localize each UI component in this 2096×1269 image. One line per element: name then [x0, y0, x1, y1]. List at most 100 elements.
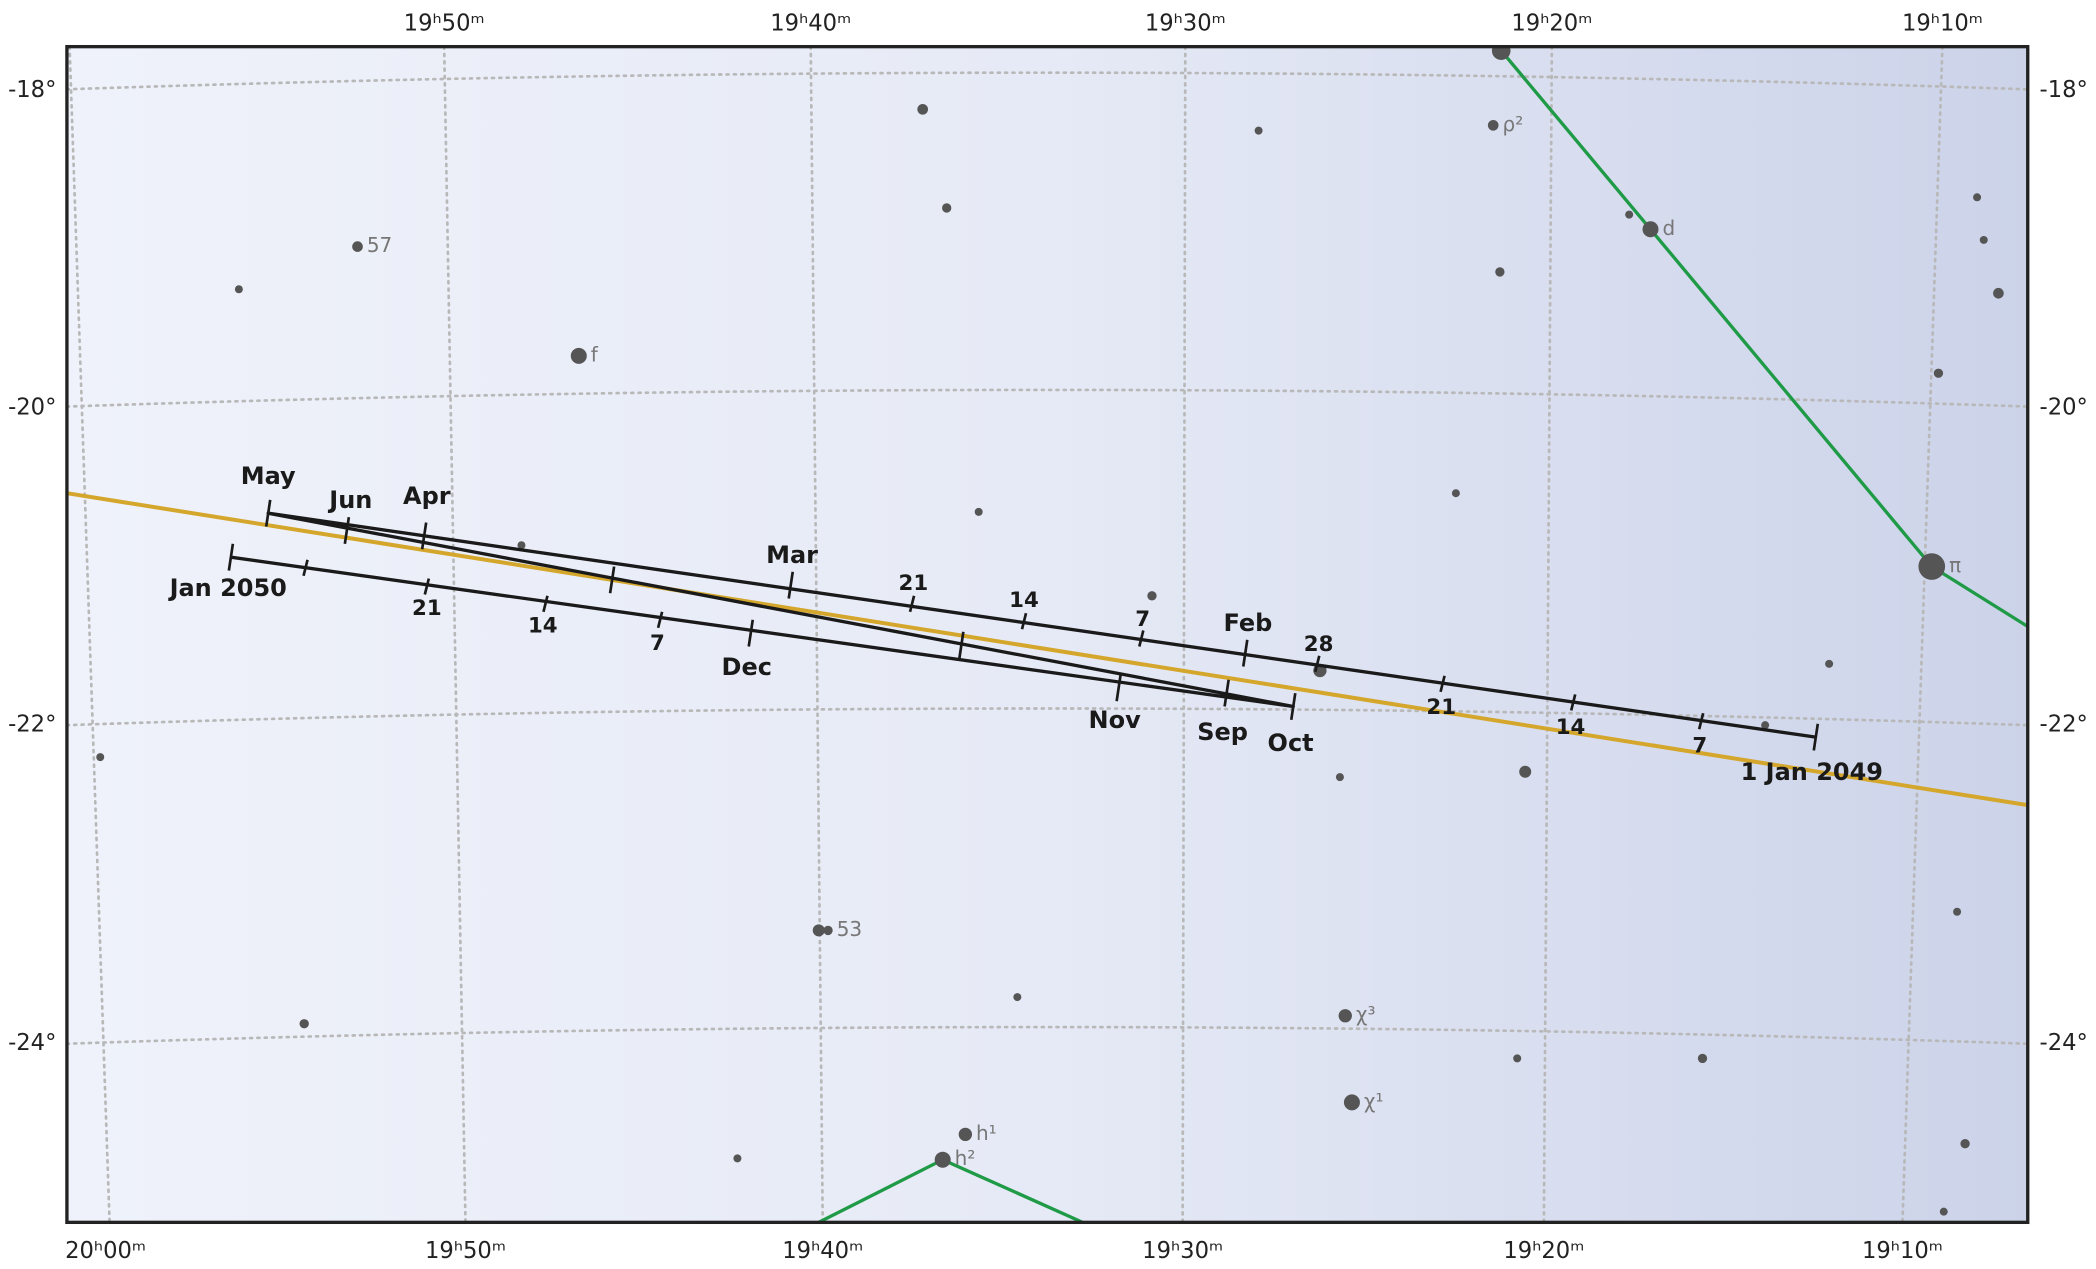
star-label: χ³ — [1356, 1002, 1376, 1026]
date-label: Feb — [1224, 609, 1273, 637]
date-label: Apr — [403, 482, 451, 510]
star — [234, 285, 243, 294]
date-label: Oct — [1268, 729, 1314, 757]
star — [1495, 267, 1505, 277]
dec-label: -18° — [8, 77, 56, 103]
star — [1973, 193, 1982, 202]
date-tick — [1439, 675, 1446, 693]
star-label: χ¹ — [1364, 1089, 1384, 1113]
date-tick — [656, 611, 664, 629]
star — [1953, 907, 1962, 916]
star-label: f — [591, 342, 599, 366]
star — [1979, 235, 1988, 244]
dec-label: -18° — [2040, 77, 2088, 103]
ra-label: 20ʰ00ᵐ — [65, 1238, 146, 1264]
date-tick — [1289, 692, 1297, 721]
date-tick — [1241, 639, 1249, 667]
date-tick — [787, 571, 795, 599]
date-tick — [423, 578, 431, 595]
star — [352, 241, 363, 252]
star — [958, 1127, 973, 1142]
star — [1491, 46, 1511, 60]
ra-label: 19ʰ20ᵐ — [1511, 10, 1592, 36]
star — [1825, 659, 1834, 668]
dec-label: -20° — [2040, 394, 2088, 420]
date-label: 21 — [899, 571, 929, 596]
dec-label: -24° — [2040, 1030, 2088, 1056]
ra-label: 19ʰ50ᵐ — [404, 10, 485, 36]
star — [1013, 993, 1022, 1002]
date-label: 14 — [1009, 588, 1039, 613]
star — [1960, 1139, 1970, 1149]
sky-background — [66, 46, 2028, 1223]
labels: 19ʰ50ᵐ 19ʰ40ᵐ 19ʰ30ᵐ 19ʰ20ᵐ 19ʰ10ᵐ 20ʰ00ᵐ 19ʰ5… — [8, 10, 2088, 1264]
path-ticks — [227, 499, 1820, 751]
ecliptic — [66, 491, 2028, 808]
dec-label: -20° — [8, 394, 56, 420]
dec-label: -22° — [2040, 712, 2088, 738]
date-tick — [542, 595, 549, 613]
date-label: Mar — [766, 541, 818, 569]
star — [917, 103, 929, 115]
star — [1254, 126, 1263, 135]
date-label: 7 — [1692, 733, 1707, 758]
star — [974, 507, 983, 516]
date-tick — [1697, 712, 1705, 730]
date-label: Dec — [722, 653, 772, 681]
star — [812, 924, 825, 937]
star-label: ρ² — [1503, 112, 1524, 136]
date-label: 21 — [412, 596, 442, 621]
star — [823, 925, 833, 936]
ra-label: 19ʰ30ᵐ — [1145, 10, 1226, 36]
star-label: π — [1949, 553, 1961, 577]
star-label: h² — [955, 1146, 976, 1170]
date-label: 1 Jan 2049 — [1741, 758, 1883, 786]
star — [1335, 773, 1344, 782]
planet-path — [230, 511, 1817, 739]
ra-label: 19ʰ30ᵐ — [1142, 1238, 1223, 1264]
star — [934, 1151, 951, 1168]
star — [1147, 591, 1157, 601]
date-tick — [1223, 679, 1230, 707]
ra-label: 19ʰ40ᵐ — [770, 10, 851, 36]
date-label: 14 — [528, 614, 558, 639]
date-label: May — [241, 462, 296, 490]
star-label: h¹ — [976, 1121, 997, 1145]
ra-label: 19ʰ10ᵐ — [1902, 10, 1983, 36]
star — [1642, 221, 1659, 238]
dec-label: -22° — [8, 712, 56, 738]
star — [1625, 210, 1634, 219]
star — [1918, 553, 1946, 580]
star — [942, 203, 952, 213]
star — [299, 1019, 309, 1029]
date-tick — [958, 631, 965, 659]
ra-label: 19ʰ40ᵐ — [782, 1238, 863, 1264]
star-label: 57 — [367, 233, 392, 257]
date-tick — [264, 499, 272, 527]
star-label: 53 — [837, 917, 862, 941]
star — [1451, 489, 1460, 498]
date-tick — [1569, 694, 1577, 711]
date-label: Jun — [327, 486, 372, 514]
date-label: Nov — [1089, 706, 1142, 734]
constellation-line — [1499, 49, 2028, 628]
date-tick — [420, 522, 428, 550]
ra-label: 19ʰ20ᵐ — [1503, 1238, 1584, 1264]
date-label: 14 — [1556, 715, 1586, 740]
date-tick — [608, 566, 616, 594]
star — [1338, 1009, 1352, 1023]
date-label: 28 — [1304, 632, 1334, 657]
star — [517, 541, 526, 550]
dec-label: -24° — [8, 1030, 56, 1056]
date-label: Sep — [1197, 718, 1248, 746]
date-tick — [1020, 612, 1028, 630]
ra-label: 19ʰ50ᵐ — [425, 1238, 506, 1264]
star — [733, 1154, 742, 1163]
date-tick — [1313, 655, 1321, 673]
star — [1761, 721, 1770, 730]
date-tick — [1115, 674, 1122, 702]
star — [1513, 1054, 1522, 1063]
date-label: Jan 2050 — [168, 574, 287, 602]
date-tick — [343, 516, 351, 545]
